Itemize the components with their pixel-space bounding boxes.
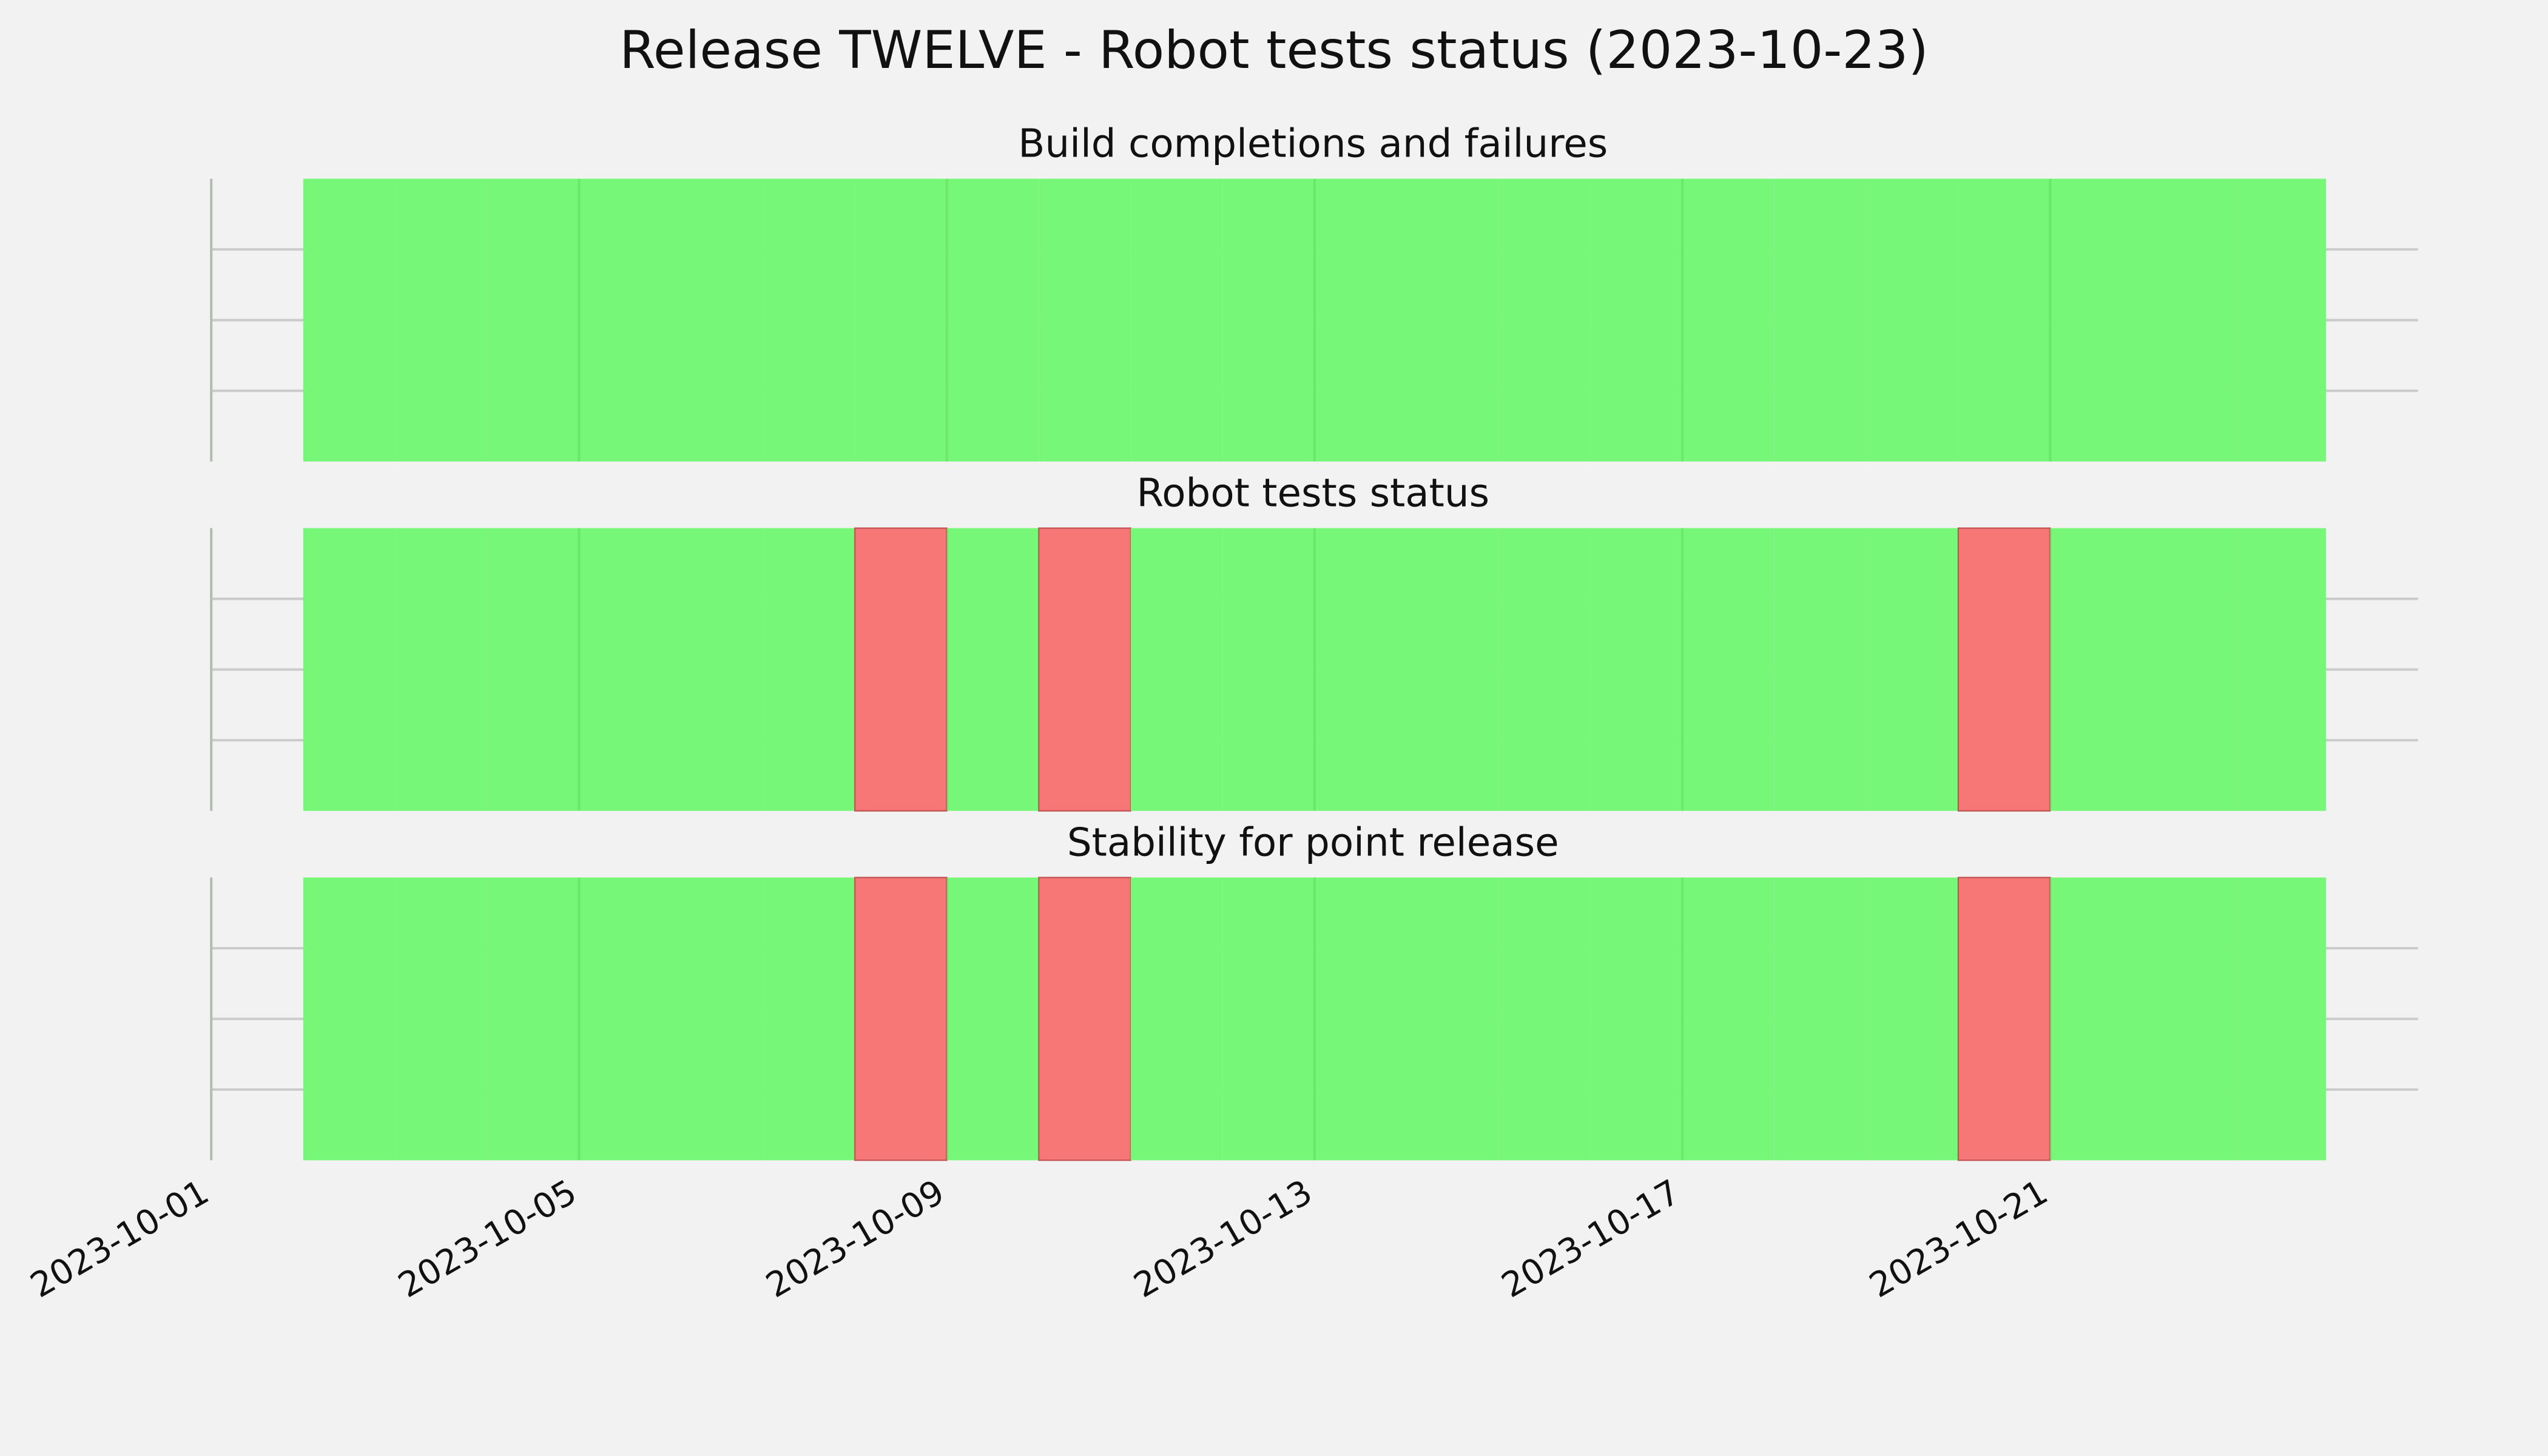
status-bar [1406, 178, 1499, 462]
status-bar [1222, 877, 1315, 1161]
status-bar [2050, 877, 2143, 1161]
status-bar [1039, 178, 1131, 462]
status-bar [1222, 528, 1315, 811]
status-bar [1130, 528, 1223, 811]
status-bar [487, 877, 579, 1161]
status-bar [1222, 178, 1315, 462]
status-bar [854, 877, 948, 1161]
status-bar [303, 178, 396, 462]
status-bar [487, 528, 579, 811]
status-bar [2050, 178, 2143, 462]
status-bar [2234, 877, 2327, 1161]
status-bar [2142, 528, 2234, 811]
status-bar [1406, 528, 1499, 811]
status-bar [1314, 877, 1407, 1161]
status-bar [2142, 877, 2234, 1161]
status-bar [395, 178, 487, 462]
status-bar [1590, 178, 1683, 462]
status-bar [1038, 877, 1131, 1161]
status-bar [2142, 178, 2234, 462]
status-bar [946, 178, 1039, 462]
status-bar [1957, 527, 2051, 812]
status-bar [1774, 178, 1867, 462]
subplot-title: Robot tests status [1136, 471, 1489, 516]
status-bar [1130, 178, 1223, 462]
status-bar [1866, 877, 1958, 1161]
status-bar [395, 528, 487, 811]
status-bar [1682, 178, 1774, 462]
status-bar [946, 528, 1039, 811]
status-bar [1774, 877, 1867, 1161]
status-bar [1498, 178, 1591, 462]
status-bar [579, 178, 672, 462]
status-bar [1682, 528, 1774, 811]
status-bar [1866, 528, 1958, 811]
status-bar [763, 178, 855, 462]
status-bar [579, 877, 672, 1161]
status-bar [1314, 178, 1407, 462]
status-bar [1314, 528, 1407, 811]
status-bar [303, 877, 396, 1161]
status-bar [1682, 877, 1774, 1161]
status-bar [946, 877, 1039, 1161]
status-bar [1590, 877, 1683, 1161]
status-bar [2050, 528, 2143, 811]
status-bar [1866, 178, 1958, 462]
status-bar [671, 178, 763, 462]
status-bar [763, 877, 855, 1161]
status-bar [1774, 528, 1867, 811]
status-bar [854, 527, 948, 812]
status-bar [303, 528, 396, 811]
status-bar [1590, 528, 1683, 811]
status-bar [395, 877, 487, 1161]
status-bar [1406, 877, 1499, 1161]
status-bar [671, 528, 763, 811]
status-bar [763, 528, 855, 811]
status-bar [2234, 178, 2327, 462]
status-bar [855, 178, 947, 462]
subplot-title: Build completions and failures [1018, 121, 1608, 167]
status-bar [1957, 877, 2051, 1161]
status-bar [2234, 528, 2327, 811]
figure-title: Release TWELVE - Robot tests status (202… [619, 20, 1929, 81]
status-bar [487, 178, 579, 462]
status-bar [1038, 527, 1131, 812]
status-bar [1498, 528, 1591, 811]
status-bar [1130, 877, 1223, 1161]
status-bar [671, 877, 763, 1161]
status-bar [1498, 877, 1591, 1161]
status-bar [579, 528, 672, 811]
status-bar [1958, 178, 2051, 462]
subplot-title: Stability for point release [1067, 820, 1559, 865]
